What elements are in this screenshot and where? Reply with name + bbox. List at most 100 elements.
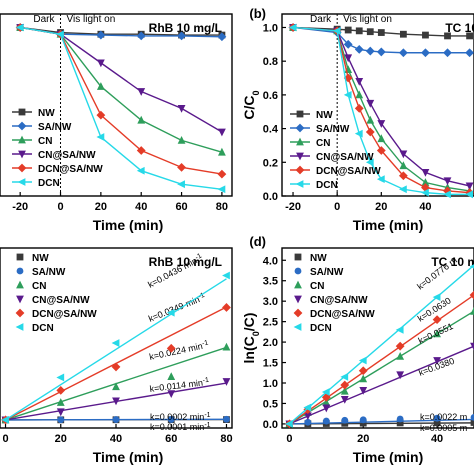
data-point [217,169,227,179]
data-point [57,416,65,424]
legend-marker [295,180,304,188]
data-point [432,315,442,324]
panel-title: RhB 10 mg/L [149,255,222,269]
y-tick-label: 0.4 [263,124,279,136]
data-point [470,413,474,421]
data-point [222,378,231,386]
legend-marker [294,253,302,261]
data-point [354,44,364,54]
data-point [322,404,331,413]
data-point [365,46,375,56]
light-region-label: Vis light on [67,14,116,25]
data-point [366,99,375,108]
panel-title: TC 10 [445,21,474,35]
data-point [1,416,9,424]
data-point [399,150,408,159]
data-point [96,30,106,40]
legend-label: CN@SA/NW [316,152,374,163]
series-sa-nw [288,23,474,58]
data-point [340,372,349,381]
data-point [303,403,312,412]
legend-label: NW [38,108,55,119]
series-line [292,26,470,196]
legend-marker [17,121,27,131]
data-point [470,342,474,351]
legend: NW SA/NW CN CN@SA/NW DCN@SA/NW DCN [12,108,103,189]
x-tick-label: 40 [419,201,431,213]
panel-4: 0 20 40 0.0 0.5 1.0 1.5 2.0 2.5 3.0 3.5 4.0 Time (mi… [241,234,474,465]
legend-marker [15,308,25,318]
data-point [470,419,474,426]
data-point [395,341,405,351]
x-axis-label: Time (min) [93,449,164,465]
data-point [166,343,176,353]
data-point [377,134,386,143]
x-tick-label: 20 [357,433,369,445]
data-point [96,82,105,90]
data-point [433,414,441,422]
y-axis-label: ln(C0/C) [241,313,261,364]
data-point [218,128,226,137]
legend-label: DCN [316,180,338,191]
legend-marker [294,267,302,275]
data-point [136,146,146,155]
data-point [377,29,385,36]
rate-constant-label: k=0.0005 m [420,423,467,433]
legend-label: DCN [38,178,60,189]
fit-line [289,310,474,425]
data-point [167,372,176,381]
panel-2: -20 0 20 40 0.0 0.2 0.4 0.6 0.8 1.0 Time (min) C/C0… [241,6,474,233]
data-point [222,342,231,351]
legend-label: DCN [32,323,54,334]
y-tick-label: 0.0 [263,191,278,203]
data-point [321,388,330,396]
series-line [293,26,470,37]
y-tick-label: 0.8 [263,56,278,68]
data-point [396,419,404,427]
data-point [443,48,452,58]
data-point [166,308,175,317]
y-tick-label: 3.0 [263,296,278,308]
rate-constant-label: k=0.0114 min-1 [149,376,210,394]
x-tick-label: 0 [286,433,292,445]
legend-label: SA/NW [32,267,66,278]
data-point [96,133,105,141]
x-tick-label: 60 [165,433,177,445]
data-point [443,177,452,186]
legend-label: CN [38,136,52,147]
data-point [358,356,367,365]
x-tick-label: 40 [431,433,443,445]
data-point [15,23,24,32]
data-point [395,325,404,334]
panel-title: TC 10 m [431,255,474,269]
data-point [432,293,441,301]
data-point [433,419,441,427]
series-line [292,26,470,54]
y-tick-label: 1.0 [263,22,278,34]
data-point [398,171,408,181]
series-line [20,26,223,190]
legend-label: SA/NW [310,267,344,278]
data-point [396,415,404,423]
legend: NW SA/NW CN CN@SA/NW DCN@SA/NW DCN [15,253,97,334]
legend-label: DCN@SA/NW [32,309,97,320]
data-point [465,182,474,191]
series-line [292,26,470,194]
dark-region-label: Dark [310,14,332,25]
legend: NW SA/NW CN CN@SA/NW DCN@SA/NW DCN [293,253,375,334]
data-point [355,78,364,86]
data-point [443,190,451,199]
data-point [470,307,474,315]
fit-line [288,294,474,425]
legend-label: SA/NW [316,124,350,135]
legend-label: CN@SA/NW [310,295,368,306]
data-point [111,339,120,347]
data-point [343,90,352,99]
y-tick-label: 4.0 [263,255,278,267]
rate-constant-label: k=0.0002 min-1 [150,412,211,423]
y-tick-label: 2.5 [263,317,278,329]
fit-line [289,345,474,425]
legend-marker [295,123,305,133]
data-point [377,120,386,128]
series-cn-sa-nw: k=0.0114 min-1 [1,376,231,425]
